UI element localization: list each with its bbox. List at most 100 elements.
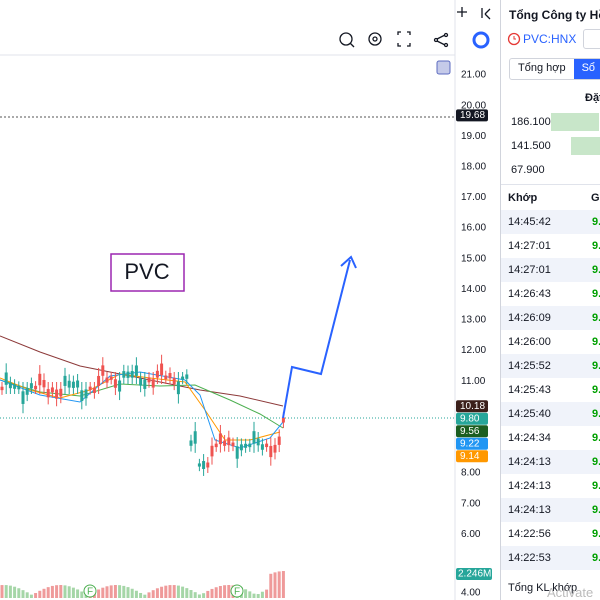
- volume-bars: [0, 571, 285, 598]
- divider: [501, 184, 600, 185]
- price-tick-label: 7.00: [461, 498, 481, 509]
- forecast-arrow: [282, 259, 351, 419]
- trade-price: 9.: [592, 408, 600, 420]
- candle: [105, 377, 109, 383]
- symbol[interactable]: PVC:HNX: [523, 32, 577, 46]
- logo: [472, 31, 490, 49]
- toolbar-icons[interactable]: [339, 7, 491, 48]
- trade-price: 9.: [592, 288, 600, 300]
- volume-bar: [252, 593, 256, 598]
- volume-bar: [80, 591, 84, 598]
- trade-price: 9.: [592, 240, 600, 252]
- candle: [206, 462, 210, 468]
- footer: Tổng KL khớp: [508, 582, 578, 594]
- candle: [17, 386, 21, 390]
- candle: [143, 379, 147, 389]
- volume-bar: [109, 585, 113, 598]
- candle: [59, 388, 63, 397]
- candles: [0, 354, 285, 476]
- price-tick-label: 21.00: [461, 70, 486, 81]
- volume-bar: [223, 585, 227, 598]
- order-row: 186.100: [501, 110, 600, 134]
- trade-time: 14:27:01: [508, 264, 551, 276]
- trade-time: 14:22:56: [508, 528, 551, 540]
- candle: [4, 372, 8, 385]
- volume-bar: [210, 588, 214, 598]
- arrow-head: [340, 255, 357, 269]
- trade-row: 14:25:52 9.: [501, 354, 600, 378]
- candle: [151, 379, 155, 388]
- price-tag: [456, 437, 488, 450]
- price-tick-label: 20.00: [461, 100, 486, 111]
- candle: [101, 365, 105, 376]
- trade-time: 14:27:01: [508, 240, 551, 252]
- candle: [260, 444, 264, 450]
- price-axis: 21.00 20.00 19.00 18.00 17.00 16.00 15.00 14.00…: [83, 70, 492, 599]
- candle: [189, 440, 193, 446]
- candle: [8, 382, 12, 389]
- trade-time: 14:45:42: [508, 216, 551, 228]
- volume-bar: [8, 585, 12, 598]
- price-tick-label: 13.00: [461, 315, 486, 326]
- candle: [239, 444, 243, 451]
- candle: [168, 373, 172, 379]
- candle: [202, 461, 206, 469]
- ma-line: [0, 379, 284, 429]
- candle: [193, 431, 197, 444]
- trade-time: 14:24:34: [508, 432, 551, 444]
- scale-button[interactable]: [436, 60, 451, 75]
- price-tag-label: 9.22: [460, 438, 480, 449]
- candle: [50, 387, 54, 393]
- volume-bar: [281, 571, 285, 598]
- trade-time: 14:24:13: [508, 504, 551, 516]
- event-marker[interactable]: [230, 584, 244, 598]
- candle: [197, 463, 201, 467]
- event-label: F: [87, 587, 93, 598]
- candle: [176, 381, 180, 395]
- volume-bar: [55, 585, 59, 598]
- volume-bar: [42, 588, 46, 598]
- candle: [231, 442, 235, 447]
- candle: [63, 375, 67, 386]
- trade-row: 14:22:56 9.: [501, 522, 600, 546]
- volume-bar: [202, 593, 206, 598]
- trade-price: 9.: [592, 336, 600, 348]
- volume-bar: [571, 137, 600, 155]
- volume-bar: [273, 572, 277, 598]
- volume-bar: [151, 590, 155, 598]
- volume-bar: [160, 586, 164, 598]
- candle: [281, 417, 285, 423]
- price-tick-label: 18.00: [461, 162, 486, 173]
- volume-tag: [456, 568, 492, 580]
- price-tick-label: 16.00: [461, 223, 486, 234]
- candle: [139, 378, 143, 386]
- volume-tag-label: 2.246M: [458, 569, 491, 580]
- trade-row: 14:24:34 9.: [501, 426, 600, 450]
- price-tag: [456, 412, 488, 425]
- candle: [84, 389, 88, 399]
- volume-bar: [218, 585, 222, 598]
- trade-price: 9.: [592, 528, 600, 540]
- candle: [76, 380, 80, 388]
- event-marker[interactable]: [83, 584, 97, 598]
- volume-bar: [13, 586, 17, 598]
- volume-bar: [260, 591, 264, 598]
- edit-button[interactable]: [583, 29, 600, 49]
- price-tag-label: 19.68: [460, 110, 485, 121]
- volume-bar: [130, 588, 134, 598]
- annotation: PVC: [124, 259, 169, 284]
- price-tag: [456, 109, 488, 122]
- trade-price: 9.: [592, 480, 600, 492]
- volume-bar: [34, 593, 38, 598]
- volume-bar: [17, 588, 21, 598]
- trade-row: 14:26:43 9.: [501, 282, 600, 306]
- volume-bar: [105, 586, 109, 598]
- tab[interactable]: Sổ: [573, 59, 600, 79]
- candle: [273, 444, 277, 453]
- order-price: 186.100: [511, 116, 551, 128]
- trade-time: 14:22:53: [508, 552, 551, 564]
- tab[interactable]: Tổng hợp: [518, 62, 566, 74]
- candle: [214, 443, 218, 448]
- volume-bar: [126, 587, 130, 598]
- trade-row: 14:24:13 9.: [501, 474, 600, 498]
